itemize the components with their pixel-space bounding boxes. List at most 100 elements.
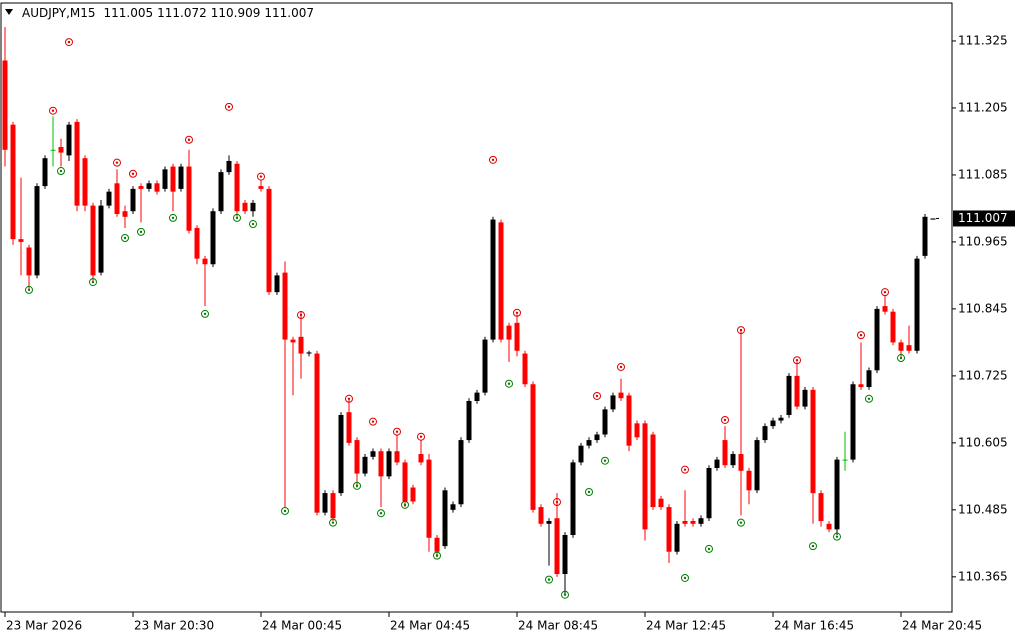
- candle-body: [578, 445, 584, 463]
- candle-body: [242, 202, 248, 212]
- fractal-marker: [249, 220, 257, 229]
- candle-body: [10, 124, 16, 240]
- candle-body: [154, 183, 160, 192]
- candle-body: [282, 272, 288, 340]
- fractal-marker: [89, 278, 97, 287]
- fractal-dot: [123, 236, 127, 240]
- candle-body: [58, 147, 64, 153]
- candle-body: [450, 504, 456, 510]
- candle-body: [770, 420, 776, 427]
- fractal-marker: [585, 487, 593, 496]
- candle-body: [778, 417, 784, 421]
- candle-body: [682, 521, 688, 524]
- fractal-marker: [201, 309, 209, 318]
- fractal-dot: [235, 216, 239, 220]
- fractal-dot: [683, 468, 687, 471]
- fractal-marker: [601, 456, 609, 465]
- fractal-marker: [793, 356, 801, 365]
- fractal-marker: [65, 38, 73, 47]
- candle-body: [98, 205, 104, 273]
- fractal-dot: [619, 365, 623, 369]
- candle-body: [258, 186, 264, 189]
- fractal-dot: [435, 554, 439, 557]
- fractal-dot: [835, 535, 839, 538]
- menu-triangle[interactable]: [5, 9, 13, 15]
- candle-body: [874, 308, 880, 371]
- y-tick-label: 111.085: [958, 167, 1008, 181]
- candle-body: [626, 395, 632, 446]
- candle-body: [474, 392, 480, 401]
- candle-body: [746, 470, 752, 491]
- candle-body: [114, 183, 120, 215]
- candle-body: [810, 389, 816, 494]
- x-tick-label: 23 Mar 20:30: [134, 619, 214, 633]
- fractal-dot: [419, 435, 423, 438]
- candle-body: [890, 311, 896, 343]
- fractal-dot: [51, 109, 55, 112]
- candle-body: [858, 384, 864, 388]
- fractal-marker: [121, 234, 129, 243]
- candle-body: [370, 451, 376, 457]
- y-tick-label: 111.205: [958, 100, 1008, 114]
- fractal-marker: [681, 573, 689, 582]
- x-tick-label: 23 Mar 2026: [6, 619, 82, 633]
- fractal-dot: [171, 216, 175, 220]
- fractal-marker: [617, 362, 625, 371]
- fractal-dot: [131, 172, 135, 176]
- candle-body: [290, 339, 296, 343]
- candle-body: [922, 216, 928, 256]
- candle-body: [170, 166, 176, 192]
- candle-body: [34, 186, 40, 276]
- candle-body: [610, 395, 616, 410]
- fractal-marker: [897, 354, 905, 363]
- candle-body: [650, 434, 656, 508]
- fractal-marker: [681, 465, 689, 474]
- candle-body: [42, 158, 48, 187]
- fractal-dot: [603, 459, 607, 462]
- fractal-dot: [723, 418, 727, 422]
- fractal-dot: [563, 593, 567, 596]
- fractal-dot: [507, 382, 511, 385]
- fractal-marker: [857, 331, 865, 340]
- fractal-marker: [553, 498, 561, 507]
- header-value: 111.007: [264, 6, 314, 20]
- y-tick-label: 110.725: [958, 368, 1008, 382]
- fractal-dot: [139, 230, 143, 234]
- fractal-dot: [355, 484, 359, 488]
- candle-body: [82, 158, 88, 206]
- current-price-label: 111.007: [958, 211, 1008, 225]
- candle-body: [618, 392, 624, 399]
- fractal-dot: [707, 547, 711, 551]
- candle-body: [234, 163, 240, 212]
- candle-body: [562, 534, 568, 575]
- fractal-marker: [401, 500, 409, 509]
- candle-body: [866, 370, 872, 388]
- header-value: 111.072: [157, 6, 207, 20]
- header-value: 111.005: [104, 6, 154, 20]
- candle-body: [2, 60, 8, 150]
- fractal-marker: [433, 551, 441, 560]
- candle-body: [730, 454, 736, 466]
- candle-body: [514, 322, 520, 351]
- fractal-dot: [587, 490, 591, 494]
- x-tick-label: 24 Mar 04:45: [390, 619, 470, 633]
- fractal-marker: [513, 308, 521, 317]
- candle-body: [162, 169, 168, 189]
- fractal-marker: [233, 213, 241, 222]
- candle-body: [210, 211, 216, 265]
- fractal-dot: [811, 544, 815, 548]
- plot-frame: [0, 2, 953, 613]
- candle-body: [570, 462, 576, 535]
- fractal-marker: [329, 518, 337, 527]
- fractal-dot: [371, 420, 375, 423]
- candle-body: [698, 518, 704, 524]
- fractal-marker: [297, 311, 305, 320]
- candle-body: [850, 384, 856, 460]
- candle-body: [362, 456, 368, 474]
- fractal-marker: [57, 167, 65, 176]
- fractal-dot: [187, 138, 191, 141]
- candle-body: [634, 423, 640, 438]
- candle-body: [194, 227, 200, 259]
- candle-body: [666, 507, 672, 552]
- fractal-marker: [881, 288, 889, 297]
